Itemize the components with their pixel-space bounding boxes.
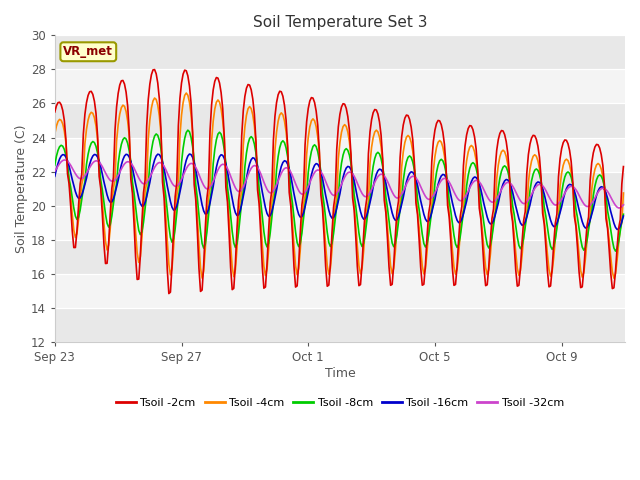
Bar bbox=[55, 171, 625, 205]
Title: Soil Temperature Set 3: Soil Temperature Set 3 bbox=[253, 15, 427, 30]
Text: VR_met: VR_met bbox=[63, 45, 113, 58]
Bar bbox=[55, 308, 625, 342]
Bar bbox=[55, 205, 625, 240]
Bar bbox=[55, 138, 625, 171]
Bar bbox=[55, 274, 625, 308]
Bar bbox=[55, 36, 625, 70]
Bar bbox=[55, 104, 625, 138]
Legend: Tsoil -2cm, Tsoil -4cm, Tsoil -8cm, Tsoil -16cm, Tsoil -32cm: Tsoil -2cm, Tsoil -4cm, Tsoil -8cm, Tsoi… bbox=[111, 394, 568, 412]
X-axis label: Time: Time bbox=[324, 367, 355, 380]
Y-axis label: Soil Temperature (C): Soil Temperature (C) bbox=[15, 124, 28, 253]
Bar bbox=[55, 240, 625, 274]
Bar bbox=[55, 70, 625, 104]
